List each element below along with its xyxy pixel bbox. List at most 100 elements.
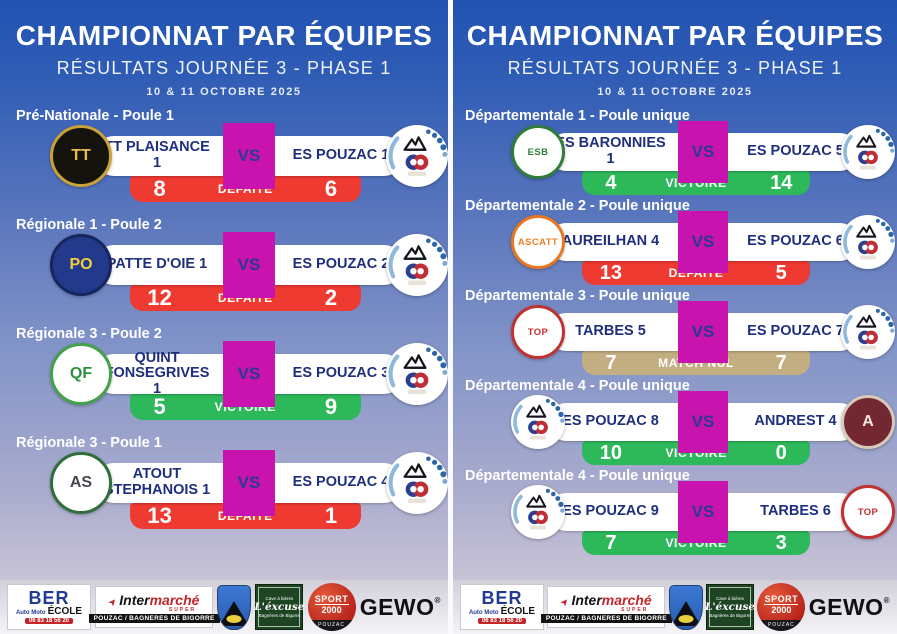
team-logo-initials: ASCATT bbox=[517, 236, 559, 248]
match-pill: ATOUT STEPHANOIS 1 VS ES POUZAC 4 bbox=[94, 450, 404, 516]
gewo-registered-mark: ® bbox=[883, 595, 890, 605]
es-pouzac-logo bbox=[386, 125, 448, 187]
match-row: Départementale 2 - Poule unique ASCATT AUR… bbox=[453, 198, 897, 285]
match-pill: TARBES 5 VS ES POUZAC 7 bbox=[547, 301, 859, 363]
home-score: 7 bbox=[605, 352, 617, 374]
poster-subtitle: RÉSULTATS JOURNÉE 3 - PHASE 1 bbox=[56, 58, 392, 78]
away-score: 14 bbox=[770, 172, 793, 194]
ber-subline: Auto Moto ÉCOLE bbox=[469, 606, 535, 617]
league-label: Régionale 3 - Poule 2 bbox=[16, 326, 162, 342]
poster-subtitle: RÉSULTATS JOURNÉE 3 - PHASE 1 bbox=[507, 58, 843, 78]
intermarche-super-label: SUPER bbox=[168, 606, 197, 613]
es-pouzac-logo bbox=[841, 125, 895, 179]
es-pouzac-emblem bbox=[841, 305, 895, 359]
teams-row: AS ATOUT STEPHANOIS 1 VS ES POUZAC 4 bbox=[0, 450, 448, 516]
intermarche-mark-icon: ➤ bbox=[558, 595, 573, 609]
home-score: 12 bbox=[147, 285, 172, 310]
sport2000-city-label: POUZAC bbox=[307, 620, 356, 631]
home-team-name: AUREILHAN 4 bbox=[561, 233, 660, 250]
es-pouzac-emblem bbox=[386, 234, 448, 296]
match-pill: QUINT FONSEGRIVES 1 VS ES POUZAC 3 bbox=[94, 341, 404, 407]
home-team-name: PATTE D'OIE 1 bbox=[106, 256, 208, 273]
away-score: 5 bbox=[775, 262, 787, 284]
away-team-name: ES POUZAC 1 bbox=[292, 147, 390, 164]
match-row: Pré-Nationale - Poule 1 TT TT PLAISANCE 1 V… bbox=[0, 108, 448, 202]
ber-automoto-label: Auto Moto bbox=[15, 610, 46, 617]
league-label: Départementale 2 - Poule unique bbox=[465, 198, 690, 214]
team-logo-initials: TT bbox=[71, 147, 91, 164]
vs-badge: VS bbox=[678, 211, 728, 273]
league-label: Départementale 3 - Poule unique bbox=[465, 288, 690, 304]
intermarche-wordmark: ➤ Inter marché bbox=[106, 591, 200, 609]
score-bar: 10 VICTOIRE 0 bbox=[581, 441, 811, 465]
vs-badge: VS bbox=[223, 123, 275, 189]
lexcuse-tagline: Cave à bières bbox=[265, 596, 294, 601]
match-list: Pré-Nationale - Poule 1 TT TT PLAISANCE 1 V… bbox=[0, 100, 448, 580]
away-score: 6 bbox=[324, 176, 338, 201]
intermarche-marche-text: marché bbox=[149, 591, 200, 608]
teams-row: QF QUINT FONSEGRIVES 1 VS ES POUZAC 3 bbox=[0, 341, 448, 407]
panel-divider bbox=[448, 0, 453, 634]
score-bar: 13 DÉFAITE 5 bbox=[581, 261, 811, 285]
sponsor-strip: BER Auto Moto ÉCOLE 06 83 18 56 20 ➤ Inter mar… bbox=[0, 580, 448, 634]
pouzac-crest-logo bbox=[217, 584, 252, 630]
vs-badge: VS bbox=[223, 450, 275, 516]
ber-ecole-label: ÉCOLE bbox=[500, 606, 536, 618]
poster-title: CHAMPIONNAT PAR ÉQUIPES bbox=[15, 20, 433, 51]
sponsor-sport2000-logo: SPORT 2000 POUZAC bbox=[757, 583, 806, 631]
match-row: Régionale 3 - Poule 2 QF QUINT FONSEGRIVES… bbox=[0, 326, 448, 420]
team-logo-initials: ESB bbox=[527, 146, 549, 158]
score-bar: 4 VICTOIRE 14 bbox=[581, 171, 811, 195]
match-pill: TT PLAISANCE 1 VS ES POUZAC 1 bbox=[94, 123, 404, 189]
match-row: Départementale 3 - Poule unique TOP TARBES… bbox=[453, 288, 897, 375]
lexcuse-city-label: Bagnères de Bigorre bbox=[258, 613, 301, 618]
sponsor-gewo-logo: GEWO ® bbox=[360, 594, 441, 621]
tt-plaisance-logo: TT bbox=[50, 125, 112, 187]
match-pill: ES BARONNIES 1 VS ES POUZAC 5 bbox=[547, 121, 859, 183]
home-team-name: QUINT FONSEGRIVES 1 bbox=[104, 349, 210, 397]
home-team-name: TT PLAISANCE 1 bbox=[104, 139, 210, 171]
sport2000-city-label: POUZAC bbox=[757, 620, 806, 631]
away-team-name: ANDREST 4 bbox=[754, 413, 837, 430]
es-pouzac-emblem bbox=[841, 125, 895, 179]
intermarche-mark-icon: ➤ bbox=[106, 595, 120, 609]
vs-badge: VS bbox=[678, 481, 728, 543]
ber-wordmark: BER bbox=[28, 587, 70, 608]
sponsor-sport2000-logo: SPORT 2000 POUZAC bbox=[307, 583, 356, 631]
gewo-wordmark: GEWO bbox=[808, 593, 884, 620]
sponsor-gewo-logo: GEWO ® bbox=[809, 594, 890, 621]
home-score: 8 bbox=[153, 176, 166, 201]
home-score: 7 bbox=[605, 532, 617, 554]
home-team-name: ES POUZAC 8 bbox=[562, 413, 659, 430]
lexcuse-wordmark: L'éxcuse bbox=[254, 601, 305, 613]
vs-badge: VS bbox=[678, 121, 728, 183]
match-list: Départementale 1 - Poule unique ESB ES BAR… bbox=[453, 100, 897, 580]
away-score: 1 bbox=[324, 503, 338, 528]
es-pouzac-logo bbox=[386, 234, 448, 296]
poster-title: CHAMPIONNAT PAR ÉQUIPES bbox=[466, 20, 884, 51]
vs-badge: VS bbox=[223, 341, 275, 407]
sport2000-line2: 2000 bbox=[314, 604, 349, 615]
sponsor-intermarche-logo: ➤ Inter marché SUPER POUZAC / BAGNERES DE BI… bbox=[88, 586, 220, 628]
ascatt-aureilhan-logo: ASCATT bbox=[511, 215, 565, 269]
home-score: 13 bbox=[599, 262, 623, 284]
pouzac-crest-logo bbox=[668, 584, 703, 630]
andrest-logo: A bbox=[841, 395, 895, 449]
ber-phone-number: 06 83 18 56 20 bbox=[477, 618, 527, 625]
teams-row: TT TT PLAISANCE 1 VS ES POUZAC 1 bbox=[0, 123, 448, 189]
es-pouzac-emblem bbox=[386, 343, 448, 405]
intermarche-inter-text: Inter bbox=[571, 591, 602, 608]
away-team-name: ES POUZAC 7 bbox=[747, 323, 844, 340]
tarbes-odos-logo: TOP bbox=[511, 305, 565, 359]
ber-subline: Auto Moto ÉCOLE bbox=[16, 606, 82, 617]
sport2000-line1: SPORT bbox=[314, 594, 349, 604]
home-team-name: ES BARONNIES 1 bbox=[555, 135, 666, 167]
league-label: Départementale 1 - Poule unique bbox=[465, 108, 690, 124]
team-logo-initials: PO bbox=[69, 256, 93, 273]
ber-ecole-label: ÉCOLE bbox=[47, 606, 83, 618]
league-label: Pré-Nationale - Poule 1 bbox=[16, 108, 174, 124]
home-score: 13 bbox=[147, 503, 172, 528]
away-score: 2 bbox=[324, 285, 338, 310]
patte-doie-logo: PO bbox=[50, 234, 112, 296]
away-team-name: TARBES 6 bbox=[760, 503, 831, 520]
